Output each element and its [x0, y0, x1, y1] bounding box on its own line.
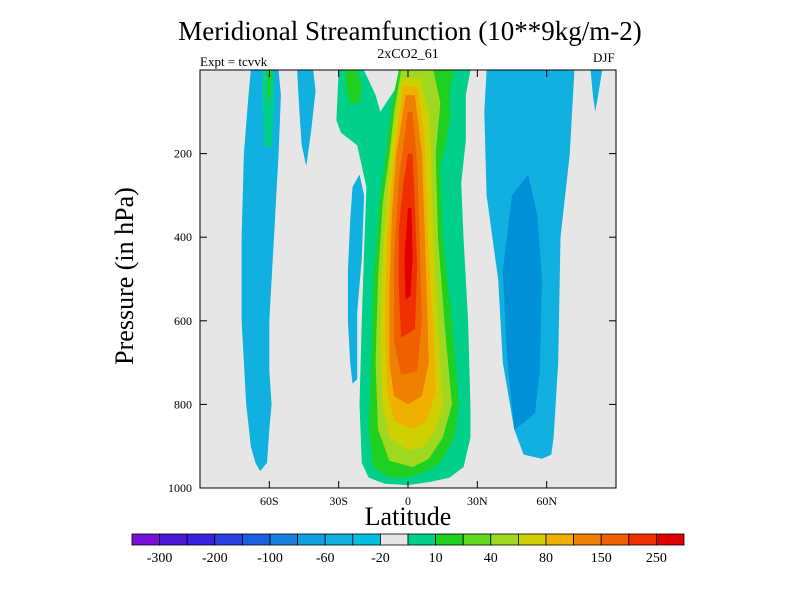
- x-tick-label: 60S: [260, 494, 279, 508]
- colorbar-label: 250: [646, 551, 667, 566]
- contour-region-2: [347, 174, 365, 384]
- colorbar-label: 10: [429, 551, 443, 566]
- colorbar-box: [600, 533, 630, 546]
- colorbar-label: 40: [484, 551, 498, 566]
- chart-subtitle: 2xCO2_61: [377, 47, 439, 62]
- contour-region-5: [590, 70, 603, 112]
- chart-title: Meridional Streamfunction (10**9kg/m-2): [178, 16, 642, 46]
- y-tick-label: 200: [174, 147, 192, 161]
- y-tick-label: 600: [174, 314, 192, 328]
- colorbar-box: [297, 533, 326, 546]
- colorbar-box: [241, 533, 271, 546]
- y-tick-label: 1000: [168, 481, 192, 495]
- colorbar-label: -100: [257, 551, 283, 566]
- colorbar-label: -200: [202, 551, 228, 566]
- x-tick-label: 0: [405, 494, 411, 508]
- contour-region-4: [502, 174, 542, 430]
- contour-region-21: [404, 207, 413, 300]
- colorbar-box: [131, 533, 161, 546]
- contour-region-11: [267, 70, 272, 104]
- colorbar-box: [214, 533, 243, 546]
- colorbar-box: [324, 533, 354, 546]
- x-tick-label: 30S: [329, 494, 348, 508]
- contour-region-0: [241, 70, 281, 472]
- y-tick-label: 400: [174, 230, 192, 244]
- contour-region-13: [345, 70, 362, 104]
- colorbar: -300 -200 -100 -60 -20 10 40 80 150 250: [131, 533, 685, 566]
- contour-regions: [241, 70, 603, 486]
- experiment-label: Expt = tcvvk: [200, 54, 268, 69]
- colorbar-label: 150: [591, 551, 612, 566]
- colorbar-box: [159, 533, 188, 546]
- colorbar-label: -60: [316, 551, 335, 566]
- colorbar-box: [518, 533, 547, 546]
- colorbar-label: -20: [371, 551, 390, 566]
- contour-region-1: [297, 70, 316, 167]
- x-axis-ticks: 60S 30S 0 30N 60N: [260, 70, 557, 508]
- season-label: DJF: [593, 50, 615, 65]
- x-axis-label: Latitude: [364, 502, 452, 531]
- contour-region-10: [262, 70, 274, 148]
- colorbar-box: [545, 533, 575, 546]
- colorbar-box: [462, 533, 492, 546]
- colorbar-box: [352, 533, 381, 546]
- colorbar-box: [186, 533, 216, 546]
- colorbar-box: [628, 533, 657, 546]
- colorbar-box: [573, 533, 602, 546]
- x-tick-label: 60N: [536, 494, 557, 508]
- y-axis-ticks: 200 400 600 800 1000: [168, 147, 616, 495]
- colorbar-box: [490, 533, 519, 546]
- colorbar-box: [435, 533, 464, 546]
- x-tick-label: 30N: [467, 494, 488, 508]
- y-tick-label: 800: [174, 397, 192, 411]
- colorbar-label: -300: [147, 551, 173, 566]
- colorbar-box: [407, 533, 437, 546]
- colorbar-box: [379, 533, 409, 546]
- colorbar-label: 80: [539, 551, 553, 566]
- colorbar-box: [656, 533, 685, 546]
- colorbar-box: [269, 533, 299, 546]
